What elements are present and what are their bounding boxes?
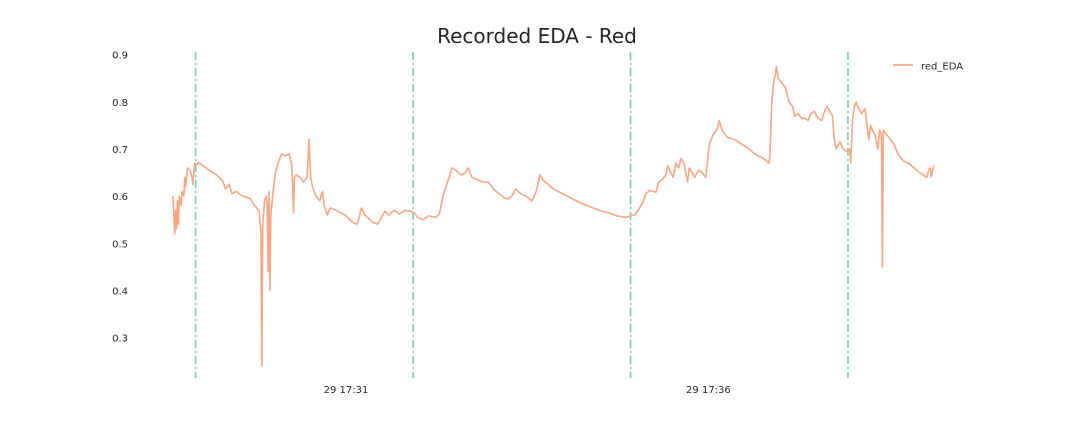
y-tick-label: 0.6 xyxy=(112,192,128,203)
series-layer xyxy=(172,65,935,367)
y-tick-label: 0.3 xyxy=(112,334,128,345)
x-tick-label: 29 17:31 xyxy=(324,385,369,396)
y-tick-label: 0.8 xyxy=(112,98,128,109)
y-tick-label: 0.9 xyxy=(112,51,128,62)
y-tick-label: 0.7 xyxy=(112,145,128,156)
legend: red_EDA xyxy=(893,62,963,73)
legend-label-red-eda: red_EDA xyxy=(921,62,963,73)
x-axis-ticks: 29 17:31 29 17:36 xyxy=(324,385,731,396)
x-tick-label: 29 17:36 xyxy=(686,385,731,396)
y-tick-label: 0.5 xyxy=(112,239,128,250)
event-markers xyxy=(194,52,849,378)
y-tick-label: 0.4 xyxy=(112,286,128,297)
series-line-red-eda xyxy=(172,65,935,367)
y-axis-ticks: 0.3 0.4 0.5 0.6 0.7 0.8 0.9 xyxy=(112,51,128,345)
chart-title: Recorded EDA - Red xyxy=(437,24,637,48)
